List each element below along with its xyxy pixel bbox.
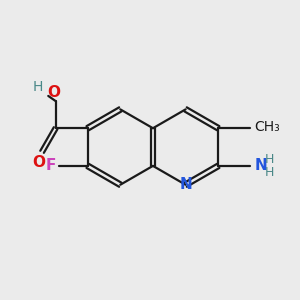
Text: H: H <box>264 166 274 179</box>
Text: N: N <box>255 158 267 173</box>
Text: F: F <box>46 158 56 173</box>
Text: H: H <box>264 153 274 166</box>
Text: CH₃: CH₃ <box>254 120 280 134</box>
Text: O: O <box>33 155 46 170</box>
Text: N: N <box>179 177 192 192</box>
Text: H: H <box>33 80 43 94</box>
Text: O: O <box>48 85 61 100</box>
